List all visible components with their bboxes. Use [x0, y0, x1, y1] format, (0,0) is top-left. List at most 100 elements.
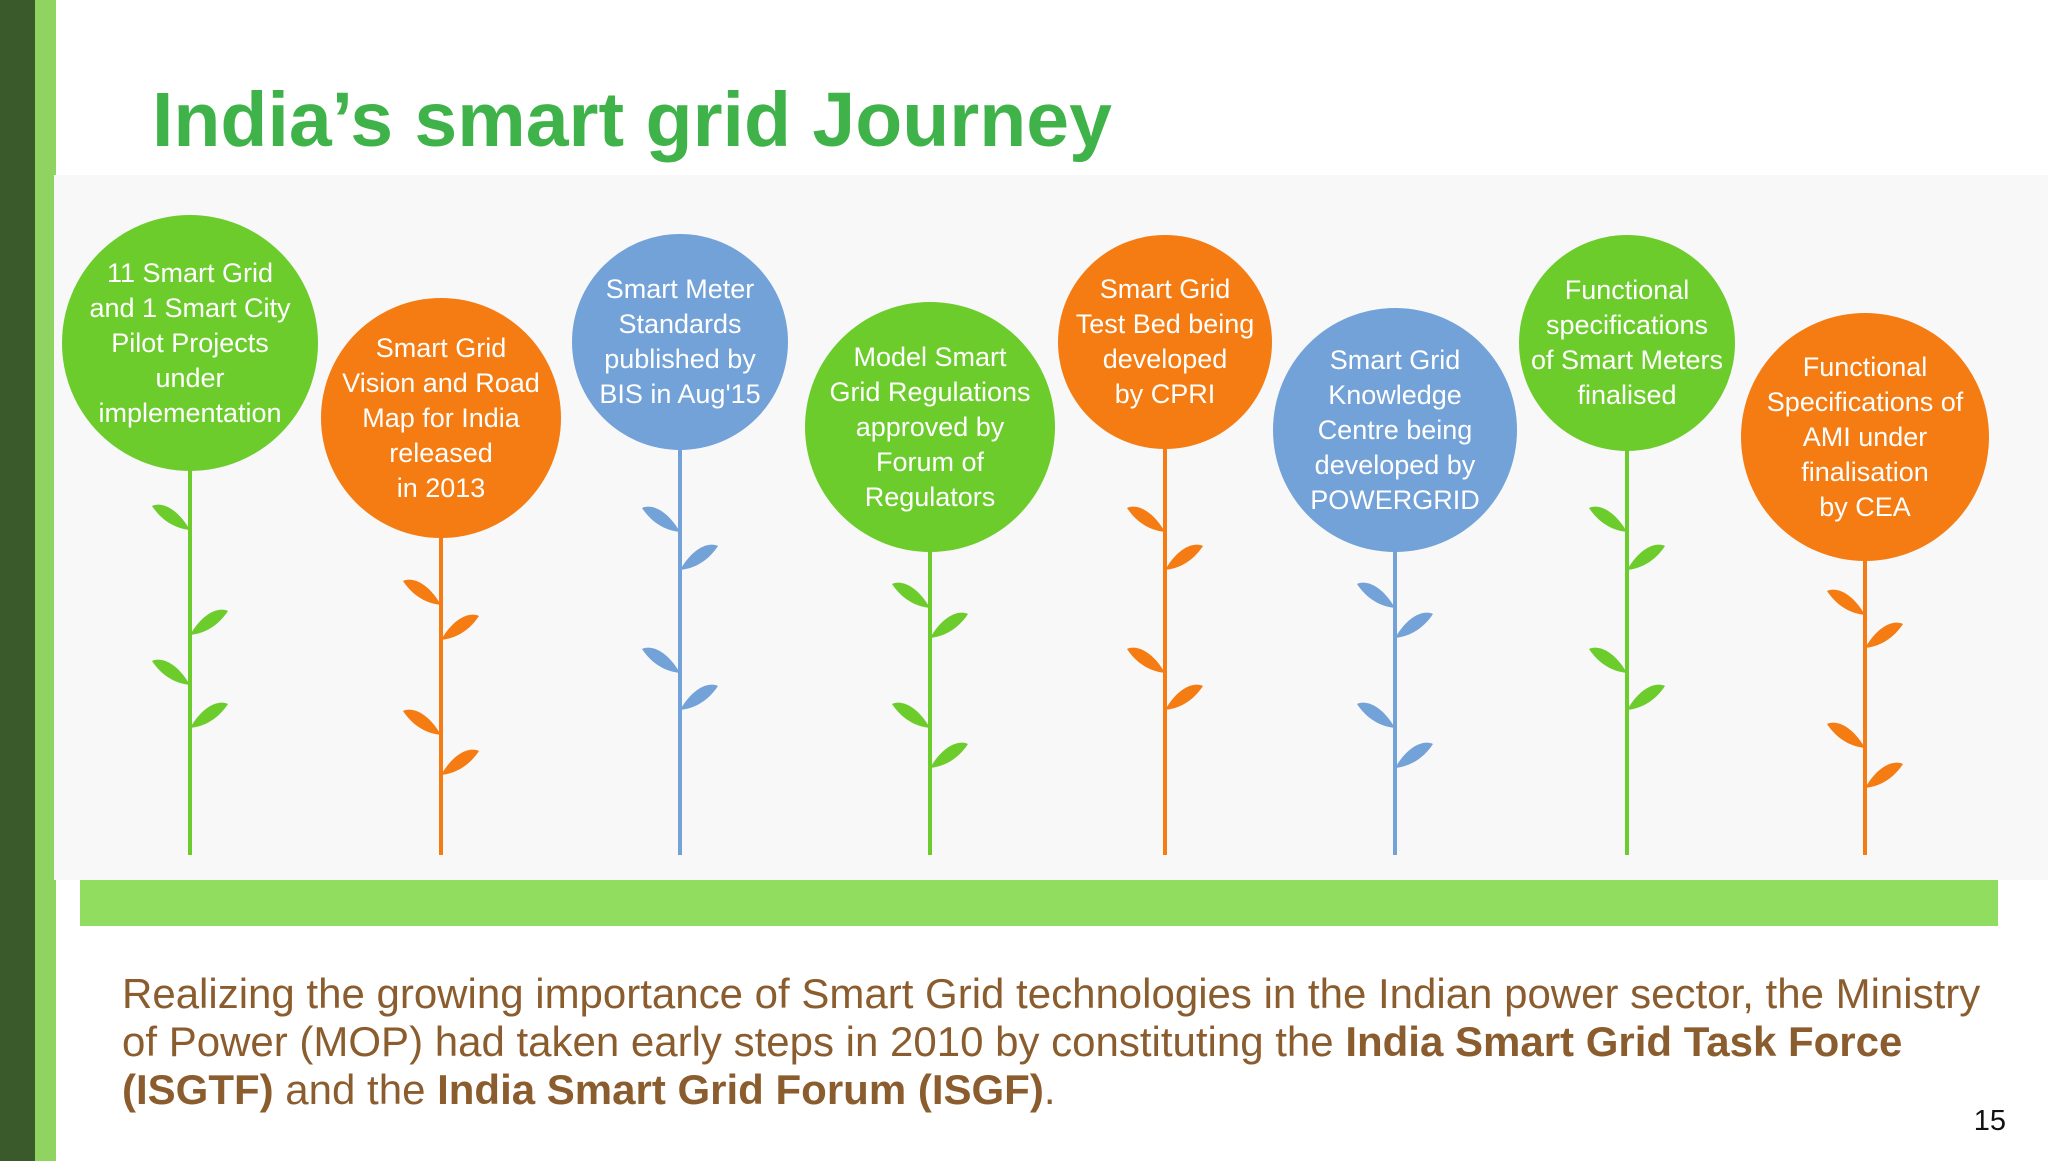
flower-label-4: Model Smart Grid Regulations approved by Fo… [805, 340, 1055, 515]
flower-leaf [190, 609, 228, 635]
flower-leaf [642, 647, 680, 673]
flower-label-line: under [155, 362, 225, 393]
flower-bloom [62, 215, 318, 471]
flower-label-line: by CPRI [1114, 379, 1216, 409]
flower-label-line: finalised [1577, 380, 1677, 410]
flower-leaf [1627, 684, 1665, 710]
body-text-3: . [1043, 1066, 1056, 1113]
flower-label-line: Smart Meter [605, 274, 755, 304]
isgf-highlight: India Smart Grid Forum (ISGF) [437, 1066, 1044, 1113]
flower-bloom [1741, 313, 1989, 561]
flower-label-line: and 1 Smart City [89, 292, 291, 323]
flower-leaf [152, 659, 190, 685]
flower-leaf [1827, 589, 1865, 615]
flower-bloom [1058, 235, 1272, 449]
flower-label-line: of Smart Meters [1530, 345, 1724, 375]
flower-bloom [1519, 235, 1735, 451]
flower-7 [1519, 235, 1735, 855]
flower-leaf [930, 742, 968, 768]
flower-label-line: implementation [98, 397, 282, 428]
flower-label-line: Smart Grid [1099, 274, 1231, 304]
flower-leaf [1357, 582, 1395, 608]
flower-leaf [1627, 544, 1665, 570]
body-text-2: and the [273, 1066, 438, 1113]
flower-label-7: Functional specifications of Smart Meters f… [1519, 273, 1735, 413]
flower-label-line: Regulators [864, 481, 996, 512]
flower-6 [1273, 308, 1517, 855]
flower-leaf [441, 614, 479, 640]
flower-label-line: Vision and Road [342, 367, 540, 398]
flower-label-line: 11 Smart Grid [106, 257, 274, 288]
flower-label-line: Pilot Projects [111, 327, 269, 358]
left-accent-bar-dark [0, 0, 35, 1161]
flower-label-line: Model Smart [853, 341, 1007, 372]
flower-leaf [152, 504, 190, 530]
flower-leaf [930, 612, 968, 638]
flower-label-line: Centre being [1317, 414, 1473, 445]
flower-label-line: Grid Regulations [829, 376, 1031, 407]
flower-5 [1058, 235, 1272, 855]
flower-label-line: Smart Grid [1329, 344, 1461, 375]
body-text-1: Realizing the growing importance of Smar… [122, 970, 1981, 1065]
page-number: 15 [1973, 1105, 2006, 1137]
flower-leaf [1165, 544, 1203, 570]
flower-leaf [441, 749, 479, 775]
flower-label-line: Functional [1564, 275, 1690, 305]
flower-leaf [1127, 506, 1165, 532]
flower-label-8: Functional Specifications of AMI under fina… [1741, 350, 1989, 525]
flower-leaf [1589, 506, 1627, 532]
flower-label-line: in 2013 [396, 472, 486, 503]
flower-leaf [1827, 722, 1865, 748]
flower-leaf [1395, 612, 1433, 638]
flower-4 [805, 302, 1055, 855]
flower-label-line: Forum of [875, 446, 985, 477]
flower-label-1: 11 Smart Grid and 1 Smart City Pilot Proje… [62, 256, 318, 431]
flower-label-line: specifications [1545, 310, 1709, 340]
flower-label-line: POWERGRID [1310, 484, 1480, 515]
flower-label-line: published by [604, 344, 756, 374]
flower-timeline-graphic [62, 215, 1989, 855]
flower-label-line: Map for India [362, 402, 520, 433]
flower-label-line: Knowledge [1328, 379, 1462, 410]
green-divider-band [80, 880, 1998, 926]
flower-label-line: finalisation [1801, 456, 1929, 487]
flower-8 [1741, 313, 1989, 855]
flower-bloom [805, 302, 1055, 552]
flower-label-line: Specifications of [1766, 386, 1964, 417]
flower-label-2: Smart Grid Vision and Road Map for India re… [321, 331, 561, 506]
flower-label-5: Smart Grid Test Bed being developed by CPRI [1058, 272, 1272, 412]
flower-label-line: Test Bed being [1075, 309, 1255, 339]
flower-bloom [1273, 308, 1517, 552]
flower-leaf [680, 684, 718, 710]
flower-leaf [892, 582, 930, 608]
flower-leaf [1395, 742, 1433, 768]
flower-label-line: AMI under [1802, 421, 1928, 452]
flower-label-line: by CEA [1819, 491, 1911, 522]
body-paragraph: Realizing the growing importance of Smar… [122, 970, 2002, 1114]
flower-bloom [321, 298, 561, 538]
timeline-diagram: 11 Smart Grid and 1 Smart City Pilot Proje… [54, 175, 2048, 880]
flower-leaf [680, 544, 718, 570]
left-accent-bar-light [35, 0, 56, 1161]
flower-leaf [190, 702, 228, 728]
flower-leaf [1589, 647, 1627, 673]
slide-title: India’s smart grid Journey [152, 77, 1112, 163]
flower-label-6: Smart Grid Knowledge Centre being developed… [1273, 343, 1517, 518]
flower-leaf [1165, 684, 1203, 710]
flower-leaf [892, 702, 930, 728]
flower-label-3: Smart Meter Standards published by BIS in A… [572, 272, 788, 412]
flower-leaf [403, 579, 441, 605]
flower-2 [321, 298, 561, 855]
flower-bloom [572, 234, 788, 450]
flower-label-line: Standards [618, 309, 742, 339]
flower-label-line: BIS in Aug'15 [599, 379, 761, 409]
flower-label-line: released [389, 437, 493, 468]
flower-leaf [642, 506, 680, 532]
flower-leaf [1357, 702, 1395, 728]
flower-leaf [1865, 622, 1903, 648]
flower-label-line: approved by [855, 411, 1005, 442]
flower-label-line: developed [1102, 344, 1228, 374]
flower-1 [62, 215, 318, 855]
flower-leaf [1127, 647, 1165, 673]
flower-leaf [403, 709, 441, 735]
